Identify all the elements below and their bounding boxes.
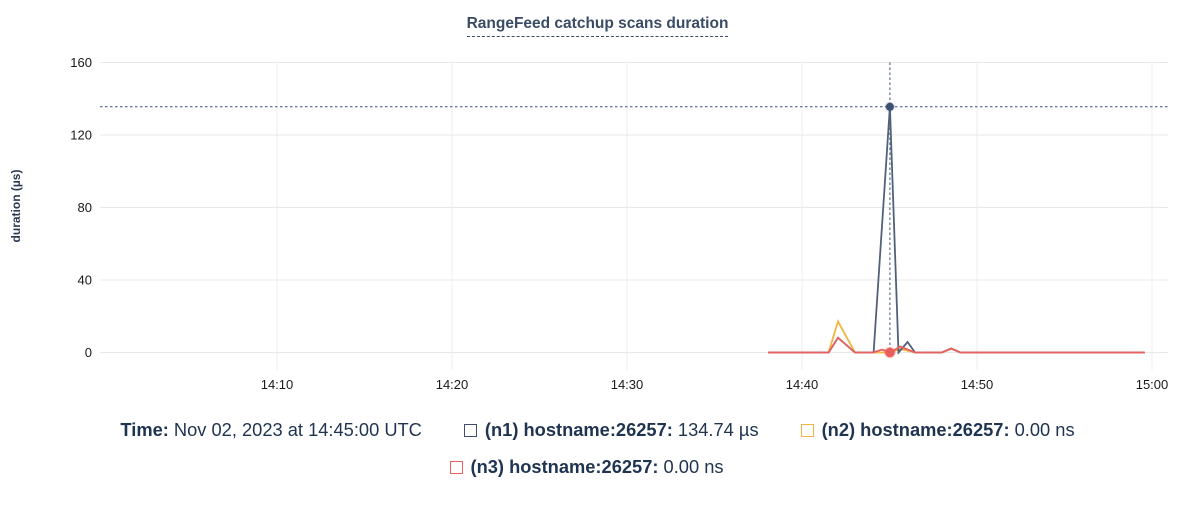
svg-text:14:50: 14:50 bbox=[961, 377, 994, 392]
svg-text:160: 160 bbox=[70, 55, 92, 70]
svg-text:duration (µs): duration (µs) bbox=[9, 170, 23, 243]
svg-text:0: 0 bbox=[85, 345, 92, 360]
svg-text:14:30: 14:30 bbox=[611, 377, 644, 392]
svg-text:14:20: 14:20 bbox=[436, 377, 469, 392]
svg-text:80: 80 bbox=[78, 200, 92, 215]
svg-text:14:40: 14:40 bbox=[786, 377, 819, 392]
svg-text:14:10: 14:10 bbox=[261, 377, 294, 392]
svg-text:40: 40 bbox=[78, 273, 92, 288]
svg-text:120: 120 bbox=[70, 128, 92, 143]
svg-text:15:00: 15:00 bbox=[1136, 377, 1169, 392]
